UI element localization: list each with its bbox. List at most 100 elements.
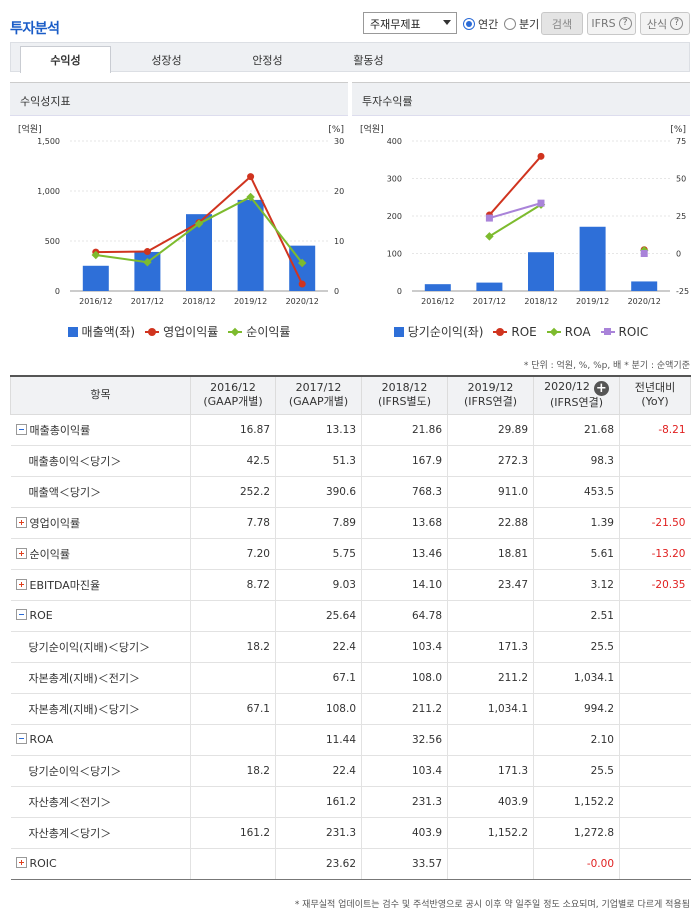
table-row: ROIC 23.62 33.57 -0.00 — [10, 848, 691, 880]
row-label[interactable]: 영업이익률 — [10, 507, 191, 539]
point-diamond — [246, 192, 255, 202]
line-diamond-swatch-icon — [228, 327, 243, 337]
yoy-cell — [619, 755, 691, 787]
series-line-2-segment — [488, 203, 542, 238]
x-tick-label: 2019/12 — [576, 297, 609, 306]
header-sublabel: (YoY) — [641, 395, 669, 409]
row-label-text: ROE — [29, 609, 53, 622]
table-cell: 18.2 — [190, 631, 276, 663]
row-label[interactable]: EBITDA마진율 — [10, 569, 191, 601]
row-label-text: ROA — [29, 733, 54, 746]
header-label: 2019/12 — [467, 381, 514, 395]
row-label: 자본총계(지배)＜전기＞ — [10, 662, 191, 694]
table-cell: 211.2 — [361, 693, 448, 725]
radio-quarter-label: 분기 — [519, 18, 540, 31]
yoy-cell — [619, 662, 691, 694]
tab-activity[interactable]: 활동성 — [323, 47, 414, 73]
ifrs-button[interactable]: IFRS ? — [587, 12, 636, 35]
header-label: 2018/12 — [381, 381, 428, 395]
ifrs-button-label: IFRS — [591, 17, 616, 30]
legend-item-roic[interactable]: ROIC — [600, 323, 648, 340]
tab-profitability[interactable]: 수익성 — [20, 46, 111, 73]
row-label-text: 매출총이익률 — [29, 423, 91, 437]
left-tick-label: 200 — [387, 212, 402, 221]
expand-icon[interactable] — [15, 547, 27, 559]
table-cell: 390.6 — [275, 476, 362, 508]
table-cell: 108.0 — [275, 693, 362, 725]
table-cell: 16.87 — [190, 414, 276, 446]
table-cell: 2.10 — [533, 724, 620, 756]
table-row: 자본총계(지배)＜전기＞ 67.1 108.0 211.2 1,034.1 — [10, 662, 691, 694]
search-button[interactable]: 검색 — [541, 12, 583, 35]
collapse-icon[interactable] — [15, 609, 27, 620]
row-label-text: 자산총계＜전기＞ — [28, 795, 112, 809]
legend-item-op-margin[interactable]: 영업이익률 — [145, 323, 218, 340]
bar-2016-12 — [424, 284, 451, 291]
table-cell: 23.47 — [447, 569, 534, 601]
table-cell — [447, 848, 534, 880]
table-cell: 21.68 — [533, 414, 620, 446]
collapse-icon[interactable] — [15, 733, 27, 744]
expand-icon[interactable] — [15, 857, 27, 868]
column-header: 2016/12 (GAAP개별) — [190, 375, 276, 415]
row-label[interactable]: ROIC — [10, 848, 191, 880]
row-label[interactable]: 순이익률 — [10, 538, 191, 570]
row-label[interactable]: ROE — [10, 600, 191, 632]
table-cell: 18.2 — [190, 755, 276, 787]
expand-icon[interactable] — [15, 516, 27, 528]
bar-2020-12 — [631, 281, 658, 291]
yoy-cell: -8.21 — [619, 414, 691, 446]
table-cell — [447, 724, 534, 756]
header-sublabel: (IFRS별도) — [377, 395, 432, 409]
legend-label: 매출액(좌) — [81, 325, 136, 339]
point-square — [485, 214, 493, 222]
table-row: 순이익률 7.20 5.75 13.46 18.81 5.61 -13.20 — [10, 538, 691, 570]
row-label-text: 매출총이익＜당기＞ — [28, 454, 122, 468]
table-row: ROE 25.64 64.78 2.51 — [10, 600, 691, 632]
legend-item-sales[interactable]: 매출액(좌) — [67, 323, 136, 340]
series-line-3-segment — [489, 202, 542, 220]
legend-item-roe[interactable]: ROE — [493, 323, 537, 340]
radio-quarter[interactable]: 분기 — [504, 16, 539, 32]
table-cell: 1,152.2 — [533, 786, 620, 818]
tab-label: 안정성 — [252, 54, 283, 67]
row-label[interactable]: 매출총이익률 — [10, 414, 191, 446]
table-row: 당기순이익(지배)＜당기＞ 18.2 22.4 103.4 171.3 25.5 — [10, 631, 691, 663]
legend-item-net-margin[interactable]: 순이익률 — [228, 323, 290, 340]
table-cell: 5.75 — [275, 538, 362, 570]
tab-stability[interactable]: 안정성 — [222, 47, 313, 73]
radio-annual[interactable]: 연간 — [463, 16, 498, 32]
point-diamond — [194, 219, 204, 228]
right-tick-label: 20 — [334, 187, 344, 196]
table-row: 자산총계＜전기＞ 161.2 231.3 403.9 1,152.2 — [10, 786, 691, 818]
table-cell — [190, 786, 276, 818]
header-label: 전년대비 — [634, 381, 676, 395]
table-row: 영업이익률 7.78 7.89 13.68 22.88 1.39 -21.50 — [10, 507, 691, 539]
legend-item-roa[interactable]: ROA — [546, 323, 591, 340]
yoy-cell — [619, 786, 691, 818]
row-label-text: EBITDA마진율 — [29, 578, 101, 592]
series-line-2-segment — [146, 222, 200, 264]
legend-item-net-income[interactable]: 당기순이익(좌) — [393, 323, 483, 340]
formula-button[interactable]: 산식 ? — [640, 12, 690, 35]
row-label[interactable]: ROA — [10, 724, 191, 756]
add-column-icon[interactable]: + — [593, 381, 609, 397]
tab-growth[interactable]: 성장성 — [121, 47, 212, 73]
left-axis-unit: [억원] — [360, 123, 384, 135]
table-cell: 103.4 — [361, 631, 448, 663]
table-cell: 25.5 — [533, 631, 620, 663]
header-sublabel: (IFRS연결) — [549, 396, 604, 410]
column-header-item: 항목 — [10, 375, 191, 415]
profitability-chart-panel: 수익성지표 [억원] [%] 0 0 500 10 1,000 20 1,500 30 2016/1… — [10, 82, 348, 344]
collapse-icon[interactable] — [15, 423, 27, 435]
yoy-cell: -21.50 — [619, 507, 691, 539]
statement-select[interactable]: 주재무제표 — [363, 12, 457, 34]
table-cell: 3.12 — [533, 569, 620, 601]
expand-icon[interactable] — [15, 578, 27, 590]
row-label-text: 당기순이익(지배)＜당기＞ — [28, 640, 151, 654]
left-tick-label: 300 — [387, 175, 402, 184]
yoy-cell — [619, 724, 691, 756]
right-tick-label: 25 — [676, 212, 686, 221]
row-label-text: 순이익률 — [29, 547, 70, 561]
unit-note: * 단위 : 억원, %, %p, 배 * 분기 : 순액기준 — [523, 361, 690, 371]
